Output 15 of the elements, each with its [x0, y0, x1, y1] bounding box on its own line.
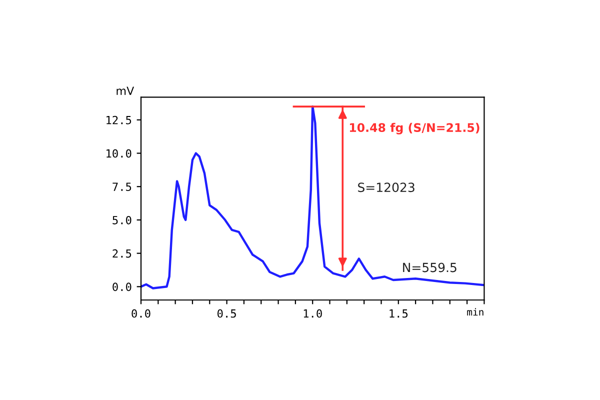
y-tick-label: 7.5 [112, 182, 132, 191]
annotation: S=12023 [358, 182, 414, 192]
x-tick-label: 0.0 [132, 309, 150, 318]
annotation: N=559.5 [403, 262, 456, 272]
x-tick-label: 0.5 [217, 309, 236, 318]
x-tick-label: 1.0 [304, 309, 322, 318]
y-axis-title: mV [116, 86, 134, 95]
y-tick-label: 0.0 [112, 282, 132, 292]
annotation: 10.48 fg (S/N=21.5) [350, 122, 480, 134]
y-tick-label: 2.5 [112, 249, 132, 258]
y-tick-label: 12.5 [106, 116, 132, 124]
x-axis-title: min [467, 308, 484, 316]
x-tick-label: 1.5 [390, 309, 408, 318]
y-tick-label: 5.0 [112, 216, 132, 224]
y-tick-label: 10.0 [106, 149, 132, 158]
